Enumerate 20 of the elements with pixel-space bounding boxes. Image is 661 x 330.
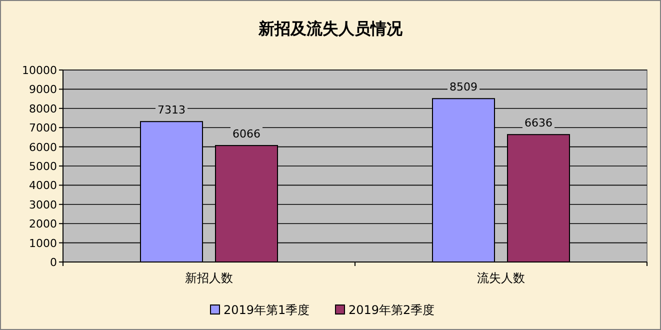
x-tick-label: 流失人数 [477,271,525,285]
y-tick-label: 9000 [29,83,57,96]
y-tick-label: 8000 [29,102,57,116]
y-tick-label: 1000 [29,236,57,250]
y-tick-label: 0 [50,256,57,269]
data-label: 8509 [450,80,478,94]
data-label: 6636 [524,116,552,130]
y-tick-label: 5000 [29,160,57,173]
data-label: 6066 [232,128,260,141]
y-tick-label: 2000 [29,218,57,231]
y-tick-label: 3000 [29,198,57,212]
legend-label: 2019年第1季度 [224,303,310,317]
chart-title: 新招及流失人员情况 [258,19,404,38]
y-tick-label: 7000 [29,122,57,135]
y-tick-label: 10000 [22,64,57,77]
x-tick-label: 新招人数 [185,271,233,285]
legend-label: 2019年第2季度 [348,303,435,317]
y-tick-label: 4000 [29,179,57,192]
y-tick-label: 6000 [29,140,57,154]
data-label: 7313 [158,104,186,117]
